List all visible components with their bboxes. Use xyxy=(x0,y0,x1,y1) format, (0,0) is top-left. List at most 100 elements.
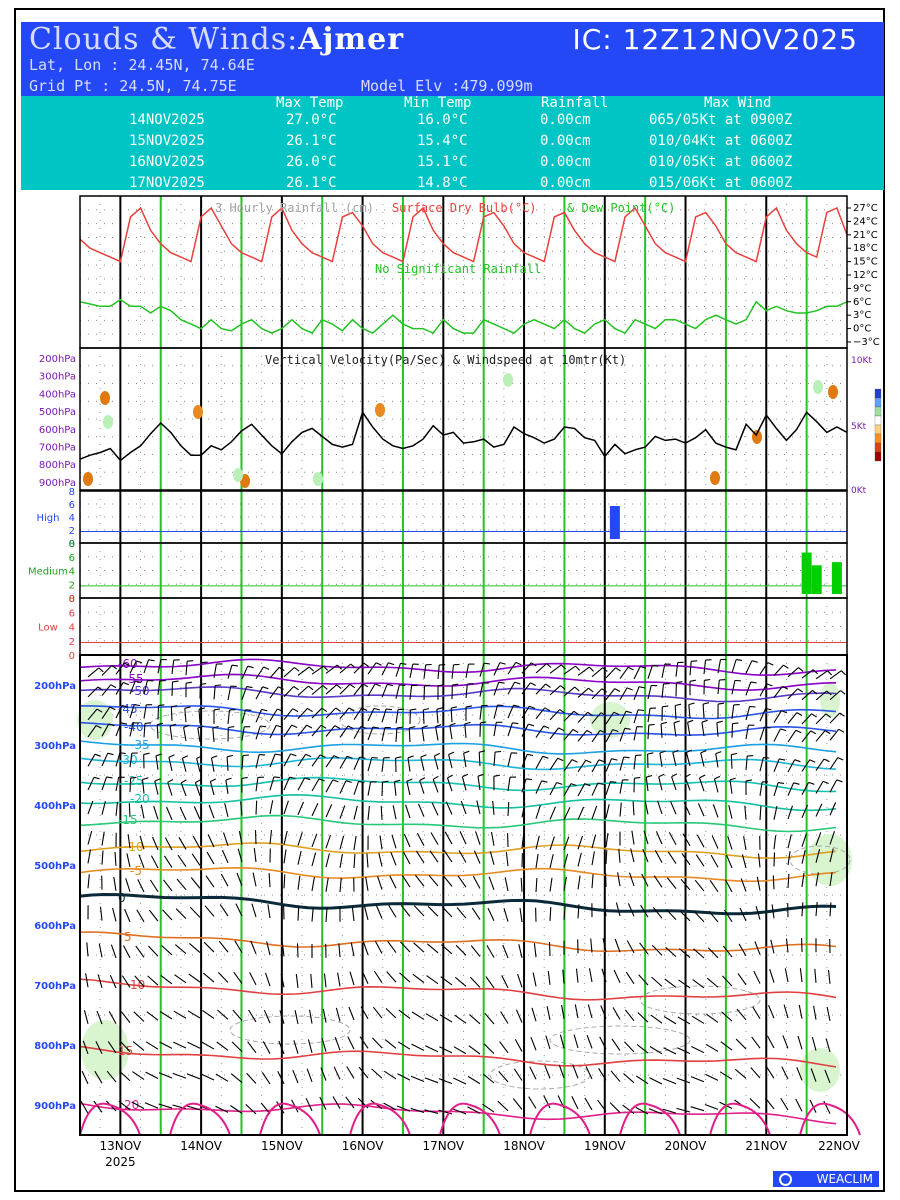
wind-barb xyxy=(325,664,342,674)
row-max: 26.1°C xyxy=(286,133,337,149)
wind-barb xyxy=(559,1034,565,1049)
wind-barb xyxy=(470,945,481,957)
wind-barb xyxy=(283,686,299,698)
wind-barb xyxy=(503,908,509,922)
weaclim-logo: WEACLIM xyxy=(773,1171,879,1187)
wind-barb xyxy=(95,1040,103,1054)
wind-barb xyxy=(167,779,174,796)
pressure-label: 900hPa xyxy=(34,1101,76,1112)
wind-barb xyxy=(428,874,439,887)
velocity-colorbar-cell xyxy=(874,415,882,426)
y-tick-label: 6°C xyxy=(853,297,871,308)
wind-barb xyxy=(643,830,649,845)
pressure-label: 700hPa xyxy=(34,981,76,992)
wind-barb xyxy=(731,679,741,695)
wind-barb xyxy=(752,1006,761,1020)
wind-barb xyxy=(618,848,621,863)
wind-barb xyxy=(675,661,684,677)
wind-barb xyxy=(707,947,719,959)
wind-barb xyxy=(202,1009,215,1019)
cloud-tick: 8 xyxy=(69,487,75,498)
wind-barb xyxy=(531,1007,537,1022)
wind-barb xyxy=(212,725,219,743)
wind-barb xyxy=(294,1010,299,1025)
wind-barb xyxy=(120,1011,131,1024)
wind-barb xyxy=(213,708,220,724)
wind-barb xyxy=(421,725,428,742)
wind-barb xyxy=(642,848,649,863)
wind-barb xyxy=(548,941,551,957)
wind-barb xyxy=(209,778,217,796)
wind-barb xyxy=(297,777,311,791)
wind-barb xyxy=(690,1076,705,1083)
wind-barb xyxy=(518,944,523,958)
wind-barb xyxy=(700,749,707,767)
wind-barb xyxy=(234,940,243,954)
row-min: 14.8°C xyxy=(417,175,468,191)
wind-barb xyxy=(721,975,733,987)
cloud-bar xyxy=(831,562,842,594)
wind-barb xyxy=(467,1106,481,1114)
wind-barb xyxy=(129,752,138,768)
wind-barb xyxy=(673,720,680,737)
wind-barb xyxy=(507,704,520,719)
wind-barb xyxy=(612,1007,621,1020)
wind-barb xyxy=(206,851,215,865)
wind-barb xyxy=(247,1041,257,1054)
wind-barb xyxy=(675,681,683,697)
wind-barb xyxy=(131,1101,145,1110)
wind-barb xyxy=(783,1004,789,1019)
wind-barb xyxy=(87,800,94,815)
wind-barb xyxy=(232,1009,243,1021)
wind-barb xyxy=(771,904,775,919)
wind-barb xyxy=(535,707,551,720)
wind-barb xyxy=(801,730,817,743)
wind-barb xyxy=(297,850,302,865)
wind-barb xyxy=(476,800,481,815)
wind-barb xyxy=(460,800,467,815)
wind-barb xyxy=(507,661,522,675)
wind-barb xyxy=(217,1009,229,1020)
wind-barb xyxy=(203,941,215,953)
vertical-velocity-blob xyxy=(103,415,113,429)
row-rain: 0.00cm xyxy=(540,154,591,170)
wind-barb xyxy=(309,1009,313,1024)
wind-barb xyxy=(577,852,582,867)
wind-barb xyxy=(773,758,786,773)
wind-barb xyxy=(307,1039,313,1054)
wind-barb xyxy=(427,905,439,917)
wind-barb xyxy=(787,729,802,743)
wind-barb xyxy=(410,1075,425,1082)
wind-barb xyxy=(144,1102,159,1109)
wind-barb xyxy=(615,902,621,917)
row-rain: 0.00cm xyxy=(540,112,591,128)
cloud-tick: 8 xyxy=(69,539,75,550)
wind-barb xyxy=(829,831,836,845)
wind-barb xyxy=(139,835,145,850)
wind-barb xyxy=(815,803,823,817)
wind-barb xyxy=(457,875,467,888)
row-wind: 015/06Kt at 0600Z xyxy=(649,175,793,191)
wind-barb xyxy=(469,1014,481,1025)
row-max: 26.1°C xyxy=(286,175,337,191)
wind-barb xyxy=(773,710,788,723)
wind-barb xyxy=(676,1077,691,1084)
wind-barb xyxy=(163,855,173,868)
cloud-tick: 2 xyxy=(69,526,75,537)
row-rain: 0.00cm xyxy=(540,133,591,149)
wind-barb xyxy=(647,664,659,679)
temperature-contour xyxy=(79,721,837,736)
wind-barb xyxy=(591,782,604,796)
wind-barb xyxy=(396,1105,411,1112)
wind-barb xyxy=(773,782,785,797)
panel-title-dewpoint: & Dew Point(°C) xyxy=(567,201,675,215)
wind-barb xyxy=(361,970,369,985)
wind-barb xyxy=(283,830,288,845)
wind-barb xyxy=(190,877,201,889)
wind-barb xyxy=(426,943,439,954)
wind-barb xyxy=(385,1008,397,1019)
wind-barb xyxy=(731,722,739,738)
wind-barb xyxy=(773,685,789,698)
wind-barb xyxy=(591,834,597,849)
wind-barb xyxy=(787,667,804,678)
